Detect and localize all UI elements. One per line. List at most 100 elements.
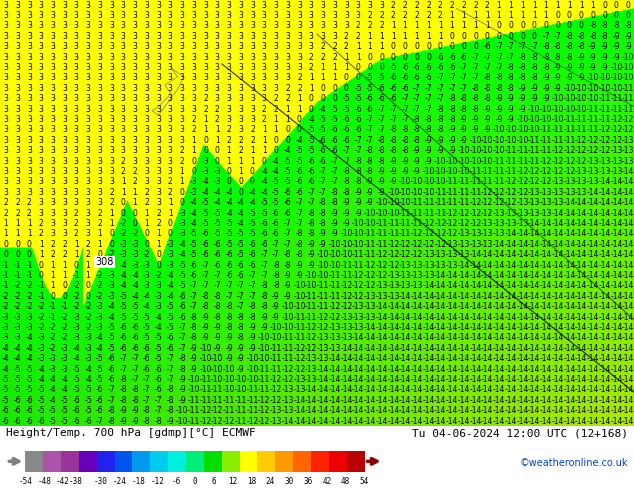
Text: -14: -14 xyxy=(575,416,587,426)
Text: -14: -14 xyxy=(622,219,634,228)
Text: -8: -8 xyxy=(601,22,609,30)
Text: 3: 3 xyxy=(62,94,67,103)
Text: -10: -10 xyxy=(563,84,576,93)
Text: 3: 3 xyxy=(109,177,114,187)
Text: 3: 3 xyxy=(27,42,32,51)
Text: 3: 3 xyxy=(15,146,20,155)
Text: 3: 3 xyxy=(62,146,67,155)
Text: -14: -14 xyxy=(411,354,423,363)
Text: -8: -8 xyxy=(366,146,373,155)
Text: -10: -10 xyxy=(258,333,270,343)
Text: -14: -14 xyxy=(505,240,517,249)
Text: -11: -11 xyxy=(235,396,247,405)
Text: 1: 1 xyxy=(391,22,396,30)
Text: 3: 3 xyxy=(15,42,20,51)
Text: 3: 3 xyxy=(273,74,278,82)
Text: -14: -14 xyxy=(387,344,399,353)
Text: -4: -4 xyxy=(2,365,10,373)
Text: 1: 1 xyxy=(86,261,91,270)
Text: -13: -13 xyxy=(563,188,576,197)
Text: -5: -5 xyxy=(284,167,292,176)
Text: -14: -14 xyxy=(552,354,564,363)
Text: 3: 3 xyxy=(121,74,126,82)
Text: 3: 3 xyxy=(238,22,243,30)
Text: 3: 3 xyxy=(74,198,79,207)
Text: -14: -14 xyxy=(610,323,623,332)
Text: -14: -14 xyxy=(516,365,529,373)
Text: 0: 0 xyxy=(297,115,302,124)
Text: -14: -14 xyxy=(575,292,587,301)
Text: -12: -12 xyxy=(622,115,634,124)
Text: -10: -10 xyxy=(598,84,611,93)
Text: -7: -7 xyxy=(202,261,209,270)
Text: -10: -10 xyxy=(411,188,423,197)
Text: -3: -3 xyxy=(14,313,22,321)
Text: -8: -8 xyxy=(578,32,585,41)
Text: 3: 3 xyxy=(238,0,243,10)
Text: -2: -2 xyxy=(96,281,103,291)
Text: -5: -5 xyxy=(25,386,33,394)
Text: 3: 3 xyxy=(27,146,32,155)
Text: -11: -11 xyxy=(469,177,482,187)
Text: 2: 2 xyxy=(215,105,219,114)
Text: -13: -13 xyxy=(458,250,470,259)
Text: -8: -8 xyxy=(389,146,397,155)
Text: -14: -14 xyxy=(505,386,517,394)
Text: -11: -11 xyxy=(211,386,223,394)
Text: 3: 3 xyxy=(367,0,372,10)
Text: -10: -10 xyxy=(269,323,282,332)
Text: 0: 0 xyxy=(367,53,372,62)
Text: -6: -6 xyxy=(331,136,339,145)
Text: 0: 0 xyxy=(297,125,302,134)
Text: 3: 3 xyxy=(121,146,126,155)
Text: -2: -2 xyxy=(14,302,22,311)
Text: 1: 1 xyxy=(285,115,290,124)
Text: -8: -8 xyxy=(225,313,233,321)
Text: -7: -7 xyxy=(272,240,280,249)
Text: -14: -14 xyxy=(586,365,599,373)
Text: 3: 3 xyxy=(179,105,184,114)
Text: -5: -5 xyxy=(25,365,33,373)
Text: 3: 3 xyxy=(62,188,67,197)
Text: 3: 3 xyxy=(39,209,44,218)
Text: -14: -14 xyxy=(446,354,458,363)
Text: -5: -5 xyxy=(249,229,256,239)
Text: -4: -4 xyxy=(37,375,45,384)
Text: 3: 3 xyxy=(145,125,149,134)
Text: 1: 1 xyxy=(532,0,536,10)
Text: -10: -10 xyxy=(176,416,188,426)
Text: -14: -14 xyxy=(516,261,529,270)
Text: 3: 3 xyxy=(203,63,208,72)
Text: -14: -14 xyxy=(458,323,470,332)
Text: -11: -11 xyxy=(505,157,517,166)
Text: 3: 3 xyxy=(62,115,67,124)
Text: -3: -3 xyxy=(72,323,80,332)
Text: -3: -3 xyxy=(178,219,186,228)
Text: -7: -7 xyxy=(178,323,186,332)
Text: 1: 1 xyxy=(179,167,184,176)
Text: -9: -9 xyxy=(612,53,620,62)
Text: -11: -11 xyxy=(411,219,423,228)
Text: 2: 2 xyxy=(121,167,126,176)
Text: -14: -14 xyxy=(622,261,634,270)
Text: -10: -10 xyxy=(375,198,388,207)
Text: -6: -6 xyxy=(155,386,162,394)
Text: 1: 1 xyxy=(321,63,325,72)
Text: -14: -14 xyxy=(481,271,493,280)
Text: 1: 1 xyxy=(297,105,302,114)
Text: -8: -8 xyxy=(331,198,339,207)
Text: -7: -7 xyxy=(448,84,456,93)
Bar xyxy=(168,450,186,472)
Text: -6: -6 xyxy=(295,167,303,176)
Text: -4: -4 xyxy=(261,188,268,197)
Text: 3: 3 xyxy=(98,74,102,82)
Text: -4: -4 xyxy=(225,188,233,197)
Text: -9: -9 xyxy=(578,74,585,82)
Text: -7: -7 xyxy=(167,354,174,363)
Text: -11: -11 xyxy=(411,209,423,218)
Text: 0: 0 xyxy=(309,94,314,103)
Text: -18: -18 xyxy=(131,477,145,486)
Text: -6: -6 xyxy=(171,477,181,486)
Text: -12: -12 xyxy=(493,198,505,207)
Text: -8: -8 xyxy=(214,313,221,321)
